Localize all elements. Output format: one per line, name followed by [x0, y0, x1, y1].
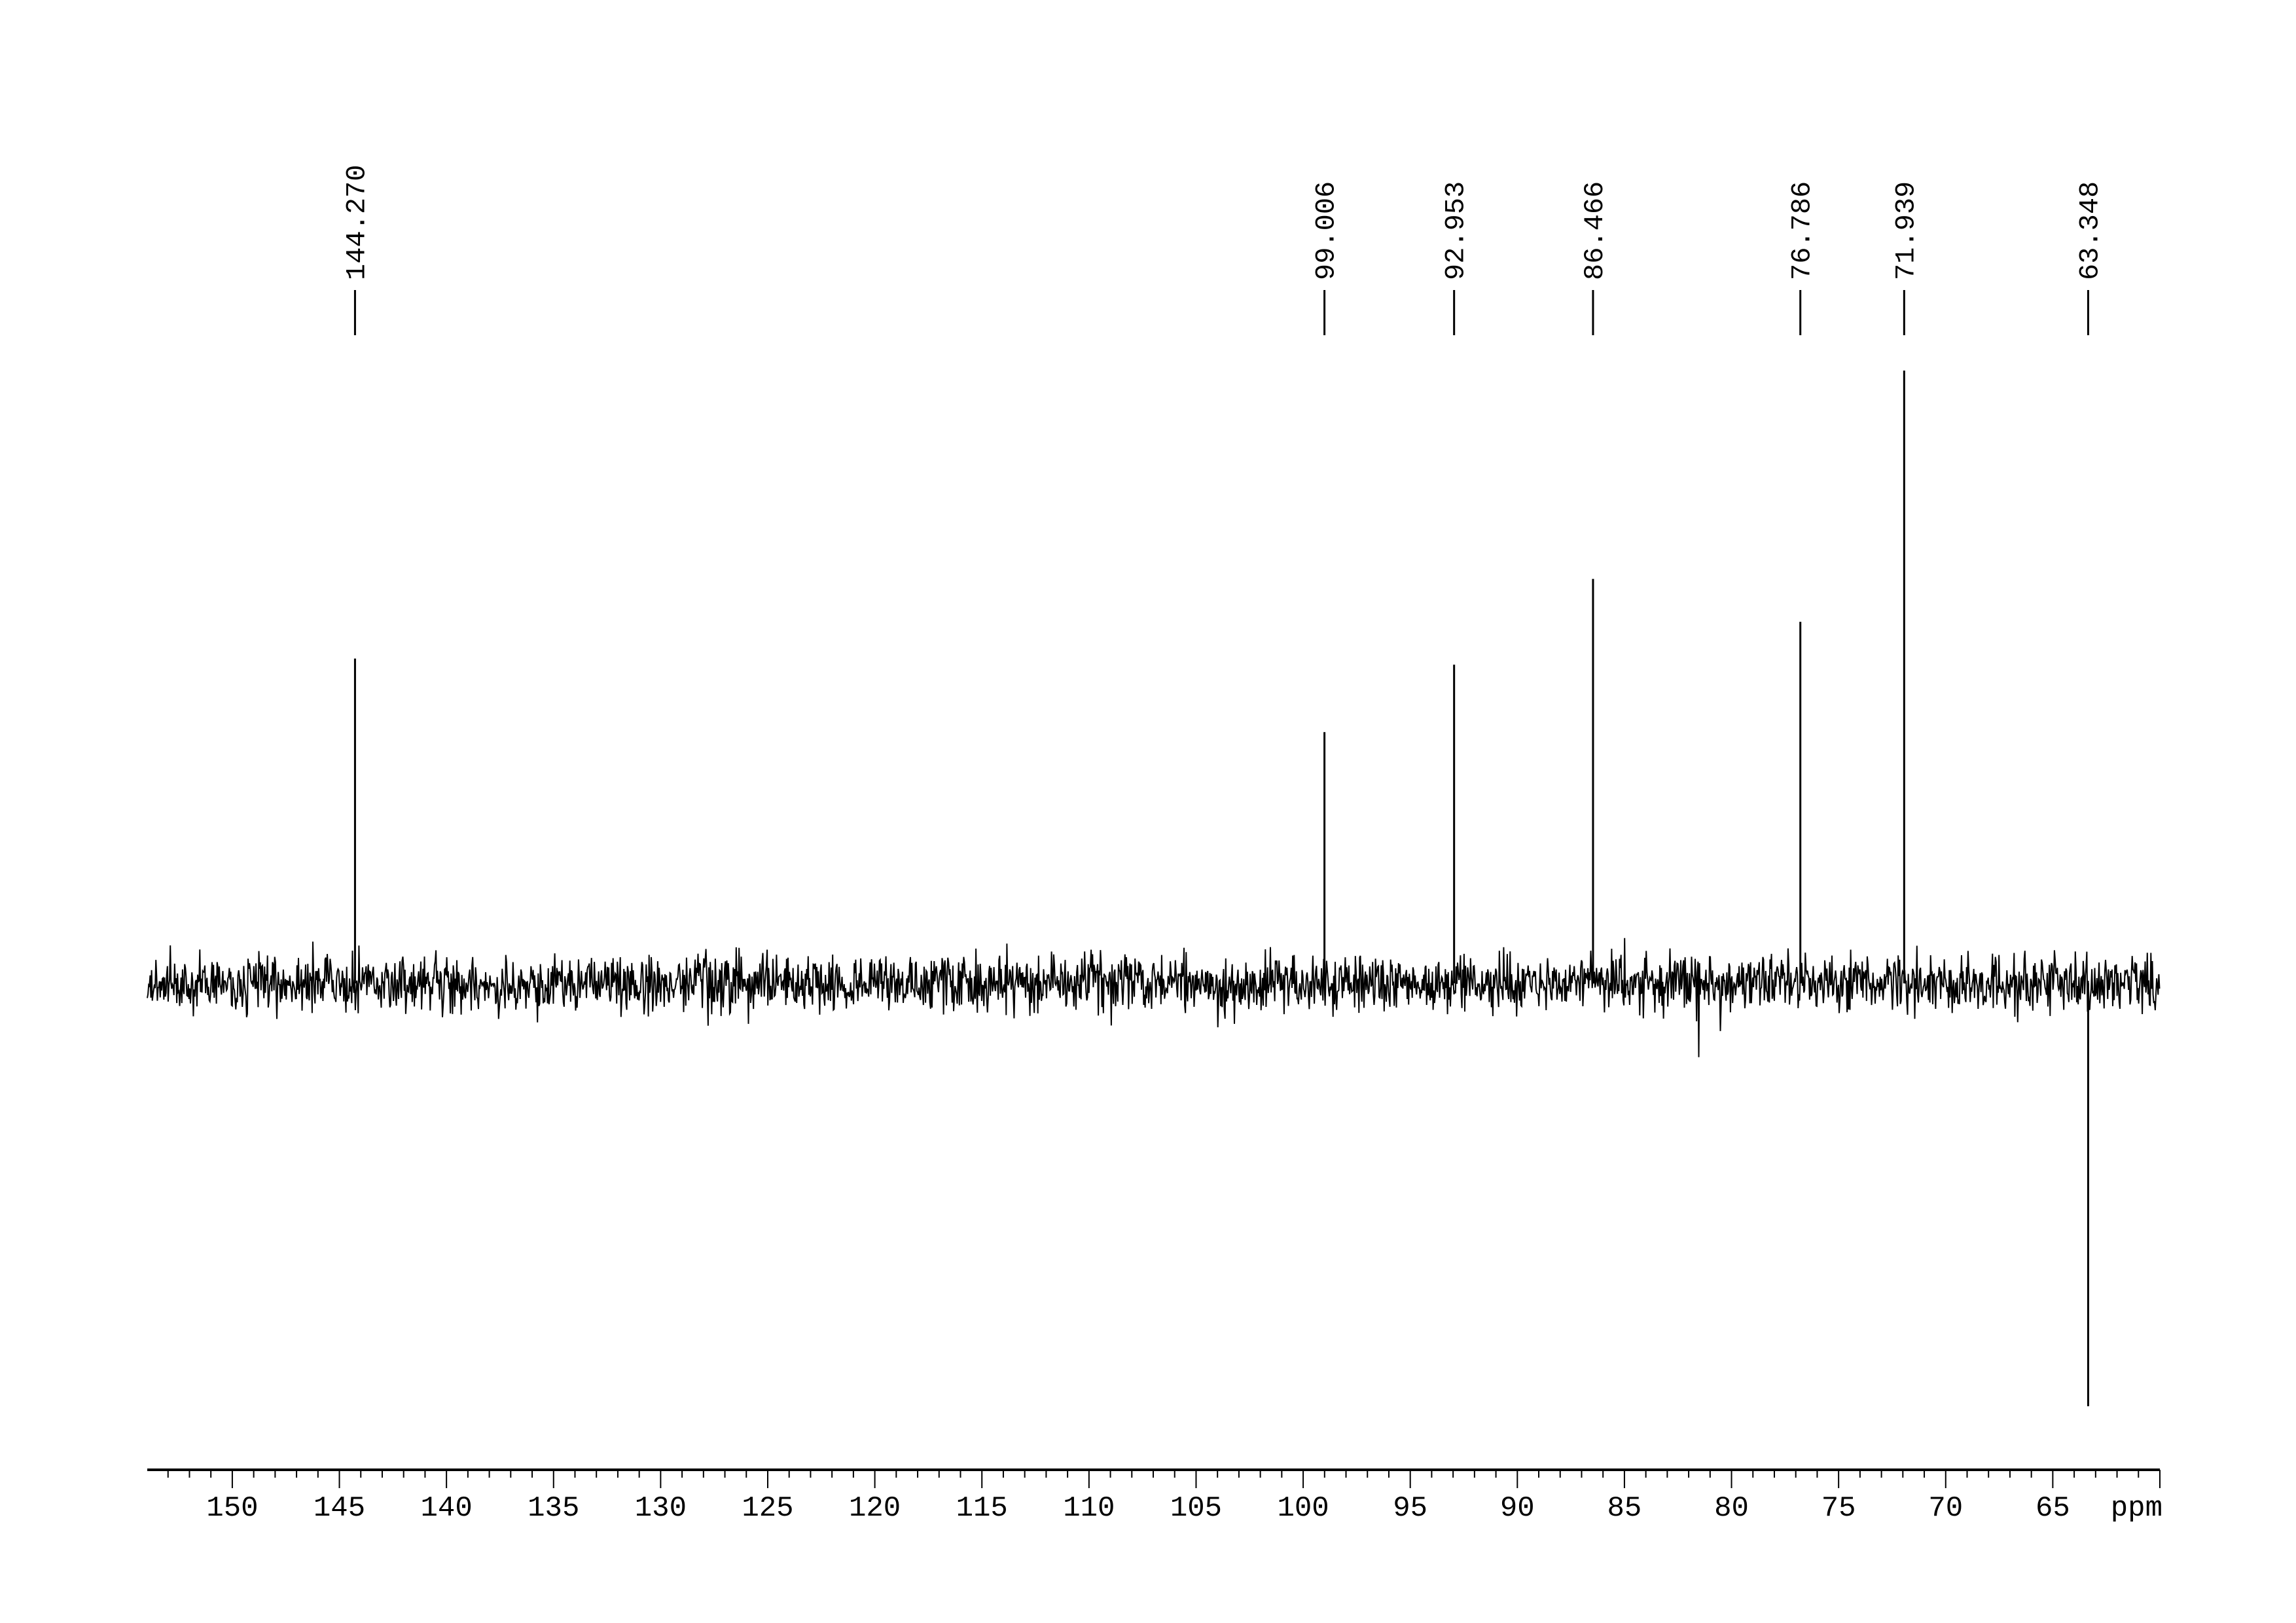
tick-label: 85 — [1607, 1492, 1642, 1525]
tick-label: 125 — [742, 1492, 793, 1525]
tick-label: 120 — [849, 1492, 901, 1525]
tick-label: 140 — [421, 1492, 473, 1525]
tick-label: 75 — [1821, 1492, 1856, 1525]
peaks-layer: 144.270 99.006 92.953 86.466 76.786 71.939 63.… — [341, 165, 2106, 1406]
peak-label: 76.786 — [1787, 181, 1818, 280]
tick-label: 80 — [1714, 1492, 1749, 1525]
peak-label: 144.270 — [341, 165, 372, 280]
tick-label: 110 — [1063, 1492, 1115, 1525]
tick-label: 130 — [635, 1492, 687, 1525]
tick-label: 135 — [528, 1492, 579, 1525]
peak-label: 92.953 — [1441, 181, 1472, 280]
peak-label: 63.348 — [2074, 181, 2106, 280]
spectrum-baseline-noise — [147, 938, 2161, 1057]
tick-label: 95 — [1393, 1492, 1427, 1525]
peak-label: 86.466 — [1579, 181, 1611, 280]
tick-label: 65 — [2036, 1492, 2070, 1525]
tick-label: 90 — [1500, 1492, 1535, 1525]
tick-label: 100 — [1277, 1492, 1329, 1525]
axis-unit-label: ppm — [2111, 1492, 2162, 1525]
tick-label: 70 — [1928, 1492, 1963, 1525]
tick-label: 150 — [206, 1492, 258, 1525]
tick-label: 145 — [314, 1492, 365, 1525]
tick-label: 115 — [956, 1492, 1008, 1525]
noise-trace — [147, 938, 2161, 1057]
peak-label: 71.939 — [1890, 181, 1922, 280]
tick-label: 105 — [1170, 1492, 1222, 1525]
peak-label: 99.006 — [1311, 181, 1342, 280]
x-axis: 150 145 140 135 130 125 120 115 110 105 100 95 90 85 8… — [147, 1468, 2162, 1525]
